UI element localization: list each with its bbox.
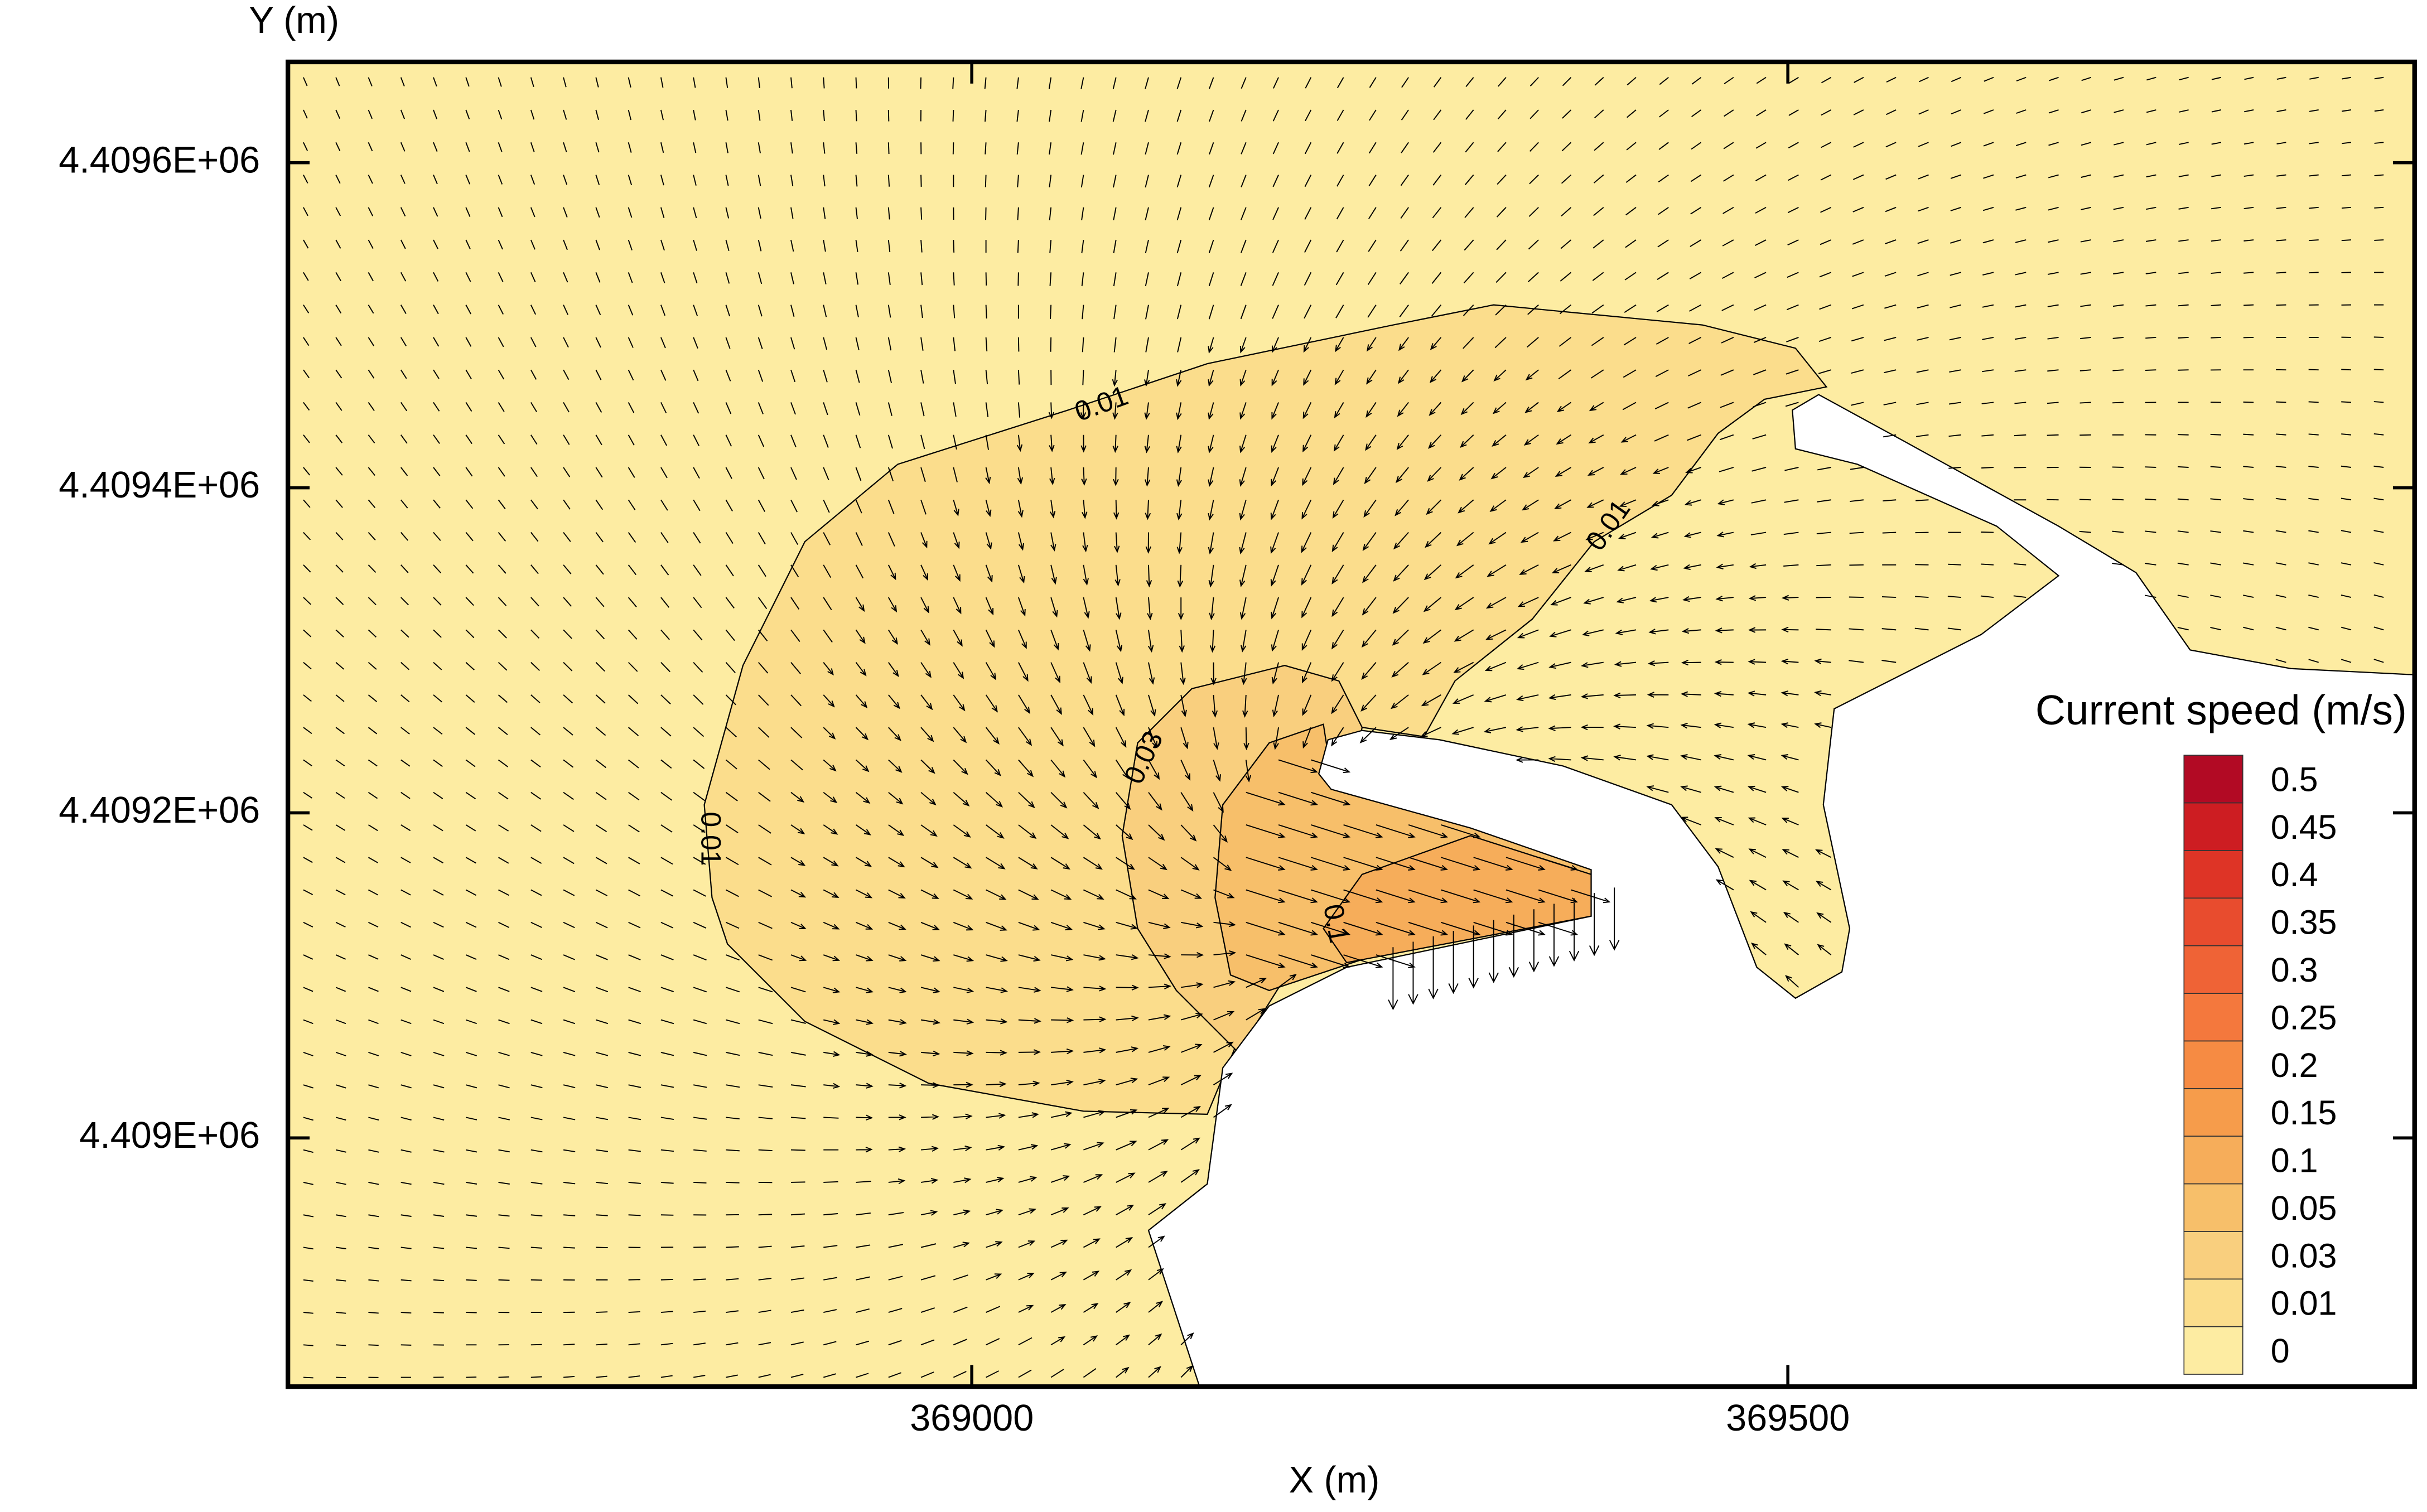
colorbar-swatch (2183, 1231, 2243, 1280)
colorbar-swatch (2183, 850, 2243, 899)
plot-area (288, 61, 2415, 1387)
colorbar-swatch (2183, 755, 2243, 804)
y-tick-label: 4.409E+06 (79, 1115, 260, 1156)
colorbar-swatch (2183, 1136, 2243, 1185)
colorbar-swatch (2183, 1278, 2243, 1327)
contour-label: 0.01 (696, 811, 727, 866)
colorbar-label: 0.4 (2271, 856, 2318, 893)
colorbar-swatch (2183, 1326, 2243, 1375)
plot-frame (285, 59, 2417, 1389)
y-tick-label: 4.4096E+06 (59, 139, 260, 181)
colorbar-label: 0.2 (2271, 1046, 2318, 1084)
colorbar-label: 0.05 (2271, 1189, 2337, 1227)
x-tick-label: 369500 (1726, 1398, 1850, 1439)
y-tick-label: 4.4094E+06 (59, 465, 260, 506)
vector-field (303, 76, 2384, 1379)
x-axis-label: X (m) (1289, 1460, 1380, 1501)
x-tick-label: 369000 (910, 1398, 1034, 1439)
colorbar-swatch (2183, 897, 2243, 946)
colorbar-title: Current speed (m/s) (2035, 687, 2407, 733)
vectors (303, 76, 2384, 1379)
colorbar-swatch (2183, 1040, 2243, 1089)
colorbar-label: 0.1 (2271, 1142, 2318, 1180)
colorbar-label: 0.5 (2271, 760, 2318, 798)
colorbar-swatch (2183, 993, 2243, 1042)
colorbar-label: 0.25 (2271, 998, 2337, 1036)
y-axis-label: Y (m) (249, 0, 339, 41)
colorbar-label: 0.01 (2271, 1284, 2337, 1322)
colorbar-swatch (2183, 1183, 2243, 1232)
colorbar-label: 0.35 (2271, 904, 2337, 941)
colorbar-label: 0.3 (2271, 951, 2318, 989)
colorbar-swatch (2183, 802, 2243, 851)
y-tick-label: 4.4092E+06 (59, 790, 260, 831)
contour-label: 0.1 (1318, 902, 1355, 945)
colorbar-swatch (2183, 945, 2243, 994)
land (1147, 394, 2415, 1387)
colorbar-label: 0 (2271, 1332, 2290, 1370)
colorbar-label: 0.15 (2271, 1094, 2337, 1132)
colorbar-label: 0.45 (2271, 808, 2337, 846)
colorbar-label: 0.03 (2271, 1236, 2337, 1274)
colorbar-swatch (2183, 1088, 2243, 1137)
